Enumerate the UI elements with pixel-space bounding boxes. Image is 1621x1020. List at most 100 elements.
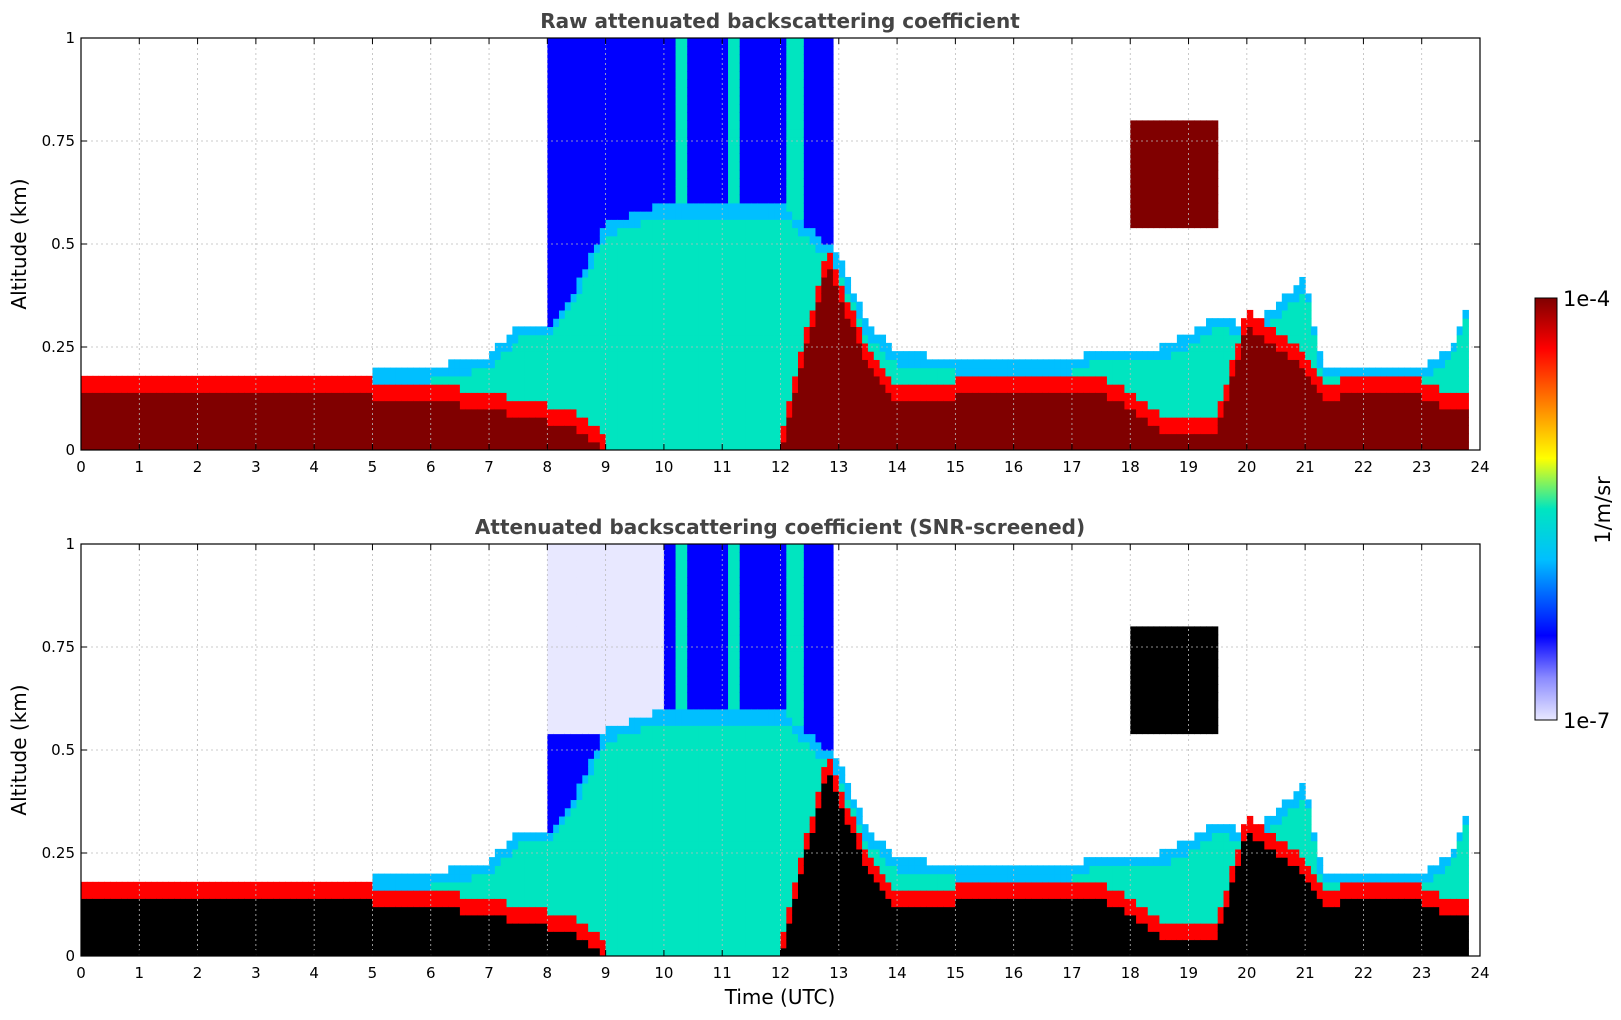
heatmap-cell <box>1124 384 1131 393</box>
heatmap-cell <box>145 408 152 418</box>
heatmap-cell <box>1095 375 1102 385</box>
heatmap-cell <box>197 400 205 410</box>
heatmap-cell <box>588 260 595 270</box>
heatmap-cell <box>1130 219 1137 229</box>
heatmap-cell <box>593 186 601 196</box>
heatmap-field <box>81 544 1469 956</box>
heatmap-cell <box>529 433 537 443</box>
heatmap-cell <box>1071 367 1079 377</box>
heatmap-cell <box>1083 425 1091 435</box>
heatmap-cell <box>1171 219 1178 229</box>
heatmap-cell <box>267 425 274 435</box>
heatmap-cell <box>704 211 712 220</box>
heatmap-cell <box>780 441 787 450</box>
heatmap-cell <box>599 309 607 319</box>
heatmap-cell <box>768 87 776 97</box>
heatmap-cell <box>943 433 951 443</box>
heatmap-cell <box>1310 417 1318 426</box>
heatmap-cell <box>570 392 578 402</box>
heatmap-cell <box>628 153 636 163</box>
heatmap-cell <box>1287 433 1295 443</box>
heatmap-cell <box>815 145 822 154</box>
heatmap-cell <box>757 375 764 385</box>
heatmap-cell <box>786 112 793 121</box>
heatmap-cell <box>1188 351 1195 360</box>
heatmap-cell <box>1281 408 1289 418</box>
heatmap-cell <box>932 359 939 369</box>
heatmap-cell <box>1450 417 1458 426</box>
heatmap-cell <box>745 425 752 435</box>
heatmap-cell <box>797 194 805 204</box>
heatmap-cell <box>675 54 682 64</box>
heatmap-cell <box>891 400 898 410</box>
heatmap-cell <box>582 211 589 220</box>
heatmap-cell <box>955 367 962 377</box>
heatmap-cell <box>250 417 257 426</box>
heatmap-cell <box>809 375 817 385</box>
heatmap-cell <box>850 351 857 360</box>
heatmap-cell <box>570 202 578 212</box>
heatmap-cell <box>768 120 776 130</box>
heatmap-cell <box>1112 441 1120 450</box>
heatmap-cell <box>424 392 432 402</box>
heatmap-cell <box>751 194 758 204</box>
heatmap-cell <box>716 46 723 56</box>
heatmap-cell <box>733 103 741 113</box>
heatmap-cell <box>821 326 828 336</box>
heatmap-cell <box>955 359 962 369</box>
heatmap-cell <box>308 425 315 435</box>
heatmap-cell <box>617 62 624 72</box>
heatmap-cell <box>1293 408 1300 418</box>
heatmap-cell <box>687 87 694 97</box>
heatmap-cell <box>728 309 735 319</box>
heatmap-cell <box>506 375 513 385</box>
heatmap-cell <box>1188 194 1195 204</box>
heatmap-cell <box>774 95 782 105</box>
heatmap-cell <box>757 38 764 47</box>
heatmap-cell <box>617 392 624 402</box>
heatmap-cell <box>593 252 601 262</box>
heatmap-cell <box>646 268 653 278</box>
heatmap-cell <box>1089 367 1096 377</box>
heatmap-cell <box>617 318 624 327</box>
heatmap-cell <box>780 136 787 146</box>
heatmap-cell <box>669 260 677 270</box>
heatmap-cell <box>1153 161 1160 171</box>
heatmap-cell <box>1007 408 1015 418</box>
heatmap-cell <box>442 425 449 435</box>
heatmap-cell <box>774 309 782 319</box>
heatmap-cell <box>1246 433 1254 443</box>
heatmap-cell <box>1281 309 1289 319</box>
heatmap-cell <box>757 244 764 253</box>
heatmap-cell <box>967 425 974 435</box>
heatmap-cell <box>174 417 181 426</box>
heatmap-cell <box>786 87 793 97</box>
heatmap-cell <box>827 227 834 237</box>
heatmap-cell <box>617 408 624 418</box>
heatmap-cell <box>710 417 717 426</box>
heatmap-cell <box>1042 400 1050 410</box>
heatmap-cell <box>867 367 875 377</box>
heatmap-cell <box>1060 441 1067 450</box>
heatmap-cell <box>774 227 782 237</box>
heatmap-cell <box>809 384 817 393</box>
heatmap-cell <box>803 227 811 237</box>
heatmap-cell <box>605 384 613 393</box>
heatmap-cell <box>1229 433 1236 443</box>
heatmap-cell <box>803 194 811 204</box>
heatmap-cell <box>1153 359 1160 369</box>
heatmap-cell <box>693 153 700 163</box>
heatmap-cell <box>1264 392 1271 402</box>
heatmap-cell <box>1462 433 1469 443</box>
heatmap-cell <box>81 400 88 410</box>
heatmap-cell <box>1089 425 1096 435</box>
heatmap-cell <box>623 219 630 229</box>
heatmap-cell <box>757 351 764 360</box>
heatmap-cell <box>1305 326 1312 336</box>
x-tick-label: 20 <box>1237 458 1256 476</box>
heatmap-cell <box>652 285 659 295</box>
heatmap-cell <box>1293 309 1300 319</box>
heatmap-cell <box>687 235 694 245</box>
heatmap-cell <box>1083 417 1091 426</box>
heatmap-cell <box>1130 441 1137 450</box>
